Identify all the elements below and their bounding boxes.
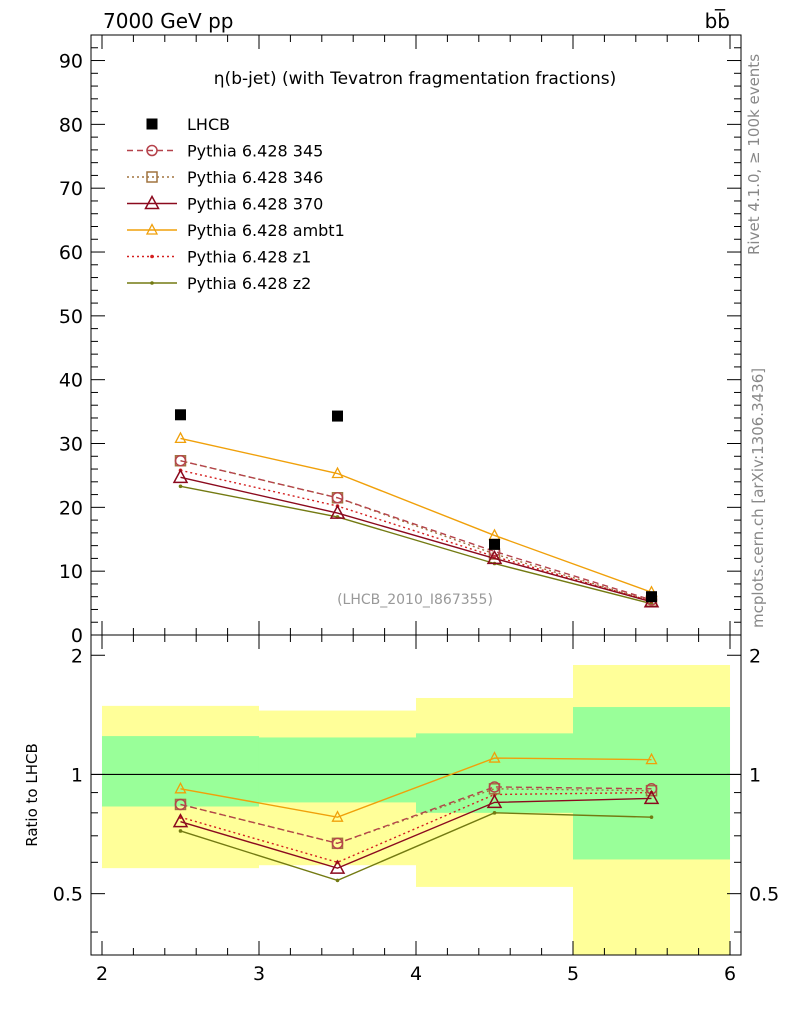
ratio-y-tick-label-left: 2 <box>71 645 83 667</box>
series-line <box>180 460 652 601</box>
main-y-tick-label: 50 <box>59 306 83 328</box>
data-point <box>486 549 503 565</box>
legend: LHCB Pythia 6.428 345 Pythia 6.428 346 Pyth… <box>127 115 345 293</box>
legend-label: Pythia 6.428 z1 <box>187 248 311 267</box>
ratio-data-point <box>329 859 346 874</box>
data-point <box>489 538 501 550</box>
ratio-series-line <box>180 791 652 864</box>
ratio-series-line <box>180 757 652 818</box>
series-line <box>180 476 652 603</box>
ratio-series-line <box>180 812 652 882</box>
legend-label: LHCB <box>187 115 230 134</box>
legend-marker <box>144 194 160 210</box>
ratio-y-tick-label-left: 1 <box>71 764 83 786</box>
ratio-data-point <box>172 813 189 828</box>
main-y-tick-label: 90 <box>59 51 83 73</box>
data-point <box>329 504 346 519</box>
data-point <box>331 410 343 422</box>
ratio-data-point <box>488 781 501 793</box>
ratio-y-tick-label-right: 0.5 <box>749 884 779 906</box>
main-plot-panel: 0 10 20 30 40 50 60 70 80 90 η(b-jet) (with Tevat… <box>59 34 742 647</box>
ratio-y-tick-label-right: 2 <box>749 645 761 667</box>
mcplots-label: mcplots.cern.ch [arXiv:1306.3436] <box>749 368 767 628</box>
analysis-id-label: (LHCB_2010_I867355) <box>337 592 493 608</box>
legend-marker <box>150 281 154 285</box>
data-point <box>331 492 344 504</box>
ratio-data-point <box>488 751 501 763</box>
data-point <box>178 484 183 489</box>
ratio-data-point <box>174 798 187 811</box>
ratio-data-point <box>178 829 183 833</box>
legend-label: Pythia 6.428 370 <box>187 195 323 214</box>
legend-marker <box>146 171 158 183</box>
ratio-band-inner <box>416 733 574 813</box>
data-point <box>646 591 658 603</box>
ratio-data-point <box>335 878 340 883</box>
ratio-data-point <box>645 752 658 765</box>
data-point <box>174 431 187 444</box>
legend-label: Pythia 6.428 345 <box>187 142 323 161</box>
ratio-data-point <box>486 793 503 809</box>
main-y-tick-label: 40 <box>59 370 83 392</box>
series-line <box>180 485 652 605</box>
data-point <box>174 454 187 467</box>
main-y-tick-label: 0 <box>71 625 83 647</box>
rivet-version-label: Rivet 4.1.0, ≥ 100k events <box>745 54 763 255</box>
main-y-tick-label: 60 <box>59 242 83 264</box>
x-tick-label: 6 <box>724 963 736 985</box>
main-y-tick-label: 30 <box>59 434 83 456</box>
series-line <box>180 437 652 593</box>
ratio-data-point <box>645 783 658 795</box>
ratio-series-line <box>180 797 652 869</box>
data-point <box>172 468 189 484</box>
ratio-y-axis-label: Ratio to LHCB <box>23 743 41 847</box>
main-y-tick-label: 20 <box>59 497 83 519</box>
series-line <box>180 469 652 602</box>
main-plot-title: η(b-jet) (with Tevatron fragmentation fr… <box>214 69 616 89</box>
ratio-data-point <box>492 811 497 815</box>
ratio-band-inner <box>101 736 259 807</box>
x-tick-label: 5 <box>567 963 579 985</box>
series-line <box>180 460 652 602</box>
ratio-data-point <box>331 810 344 822</box>
ratio-band-inner <box>258 737 416 803</box>
ratio-y-tick-label-left: 0.5 <box>53 884 83 906</box>
ratio-y-tick-label-right: 1 <box>749 764 761 786</box>
main-y-tick-label: 70 <box>59 178 83 200</box>
legend-label: Pythia 6.428 ambt1 <box>187 221 345 240</box>
ratio-plot-panel: 0.5 0.5 1 1 2 2 2 3 4 5 6 Ratio to LHCB <box>23 634 779 985</box>
header-process-label: bb̅ <box>705 8 730 33</box>
x-tick-label: 4 <box>410 963 422 985</box>
legend-marker <box>145 223 159 235</box>
data-point <box>174 409 186 421</box>
x-tick-label: 3 <box>253 963 265 985</box>
x-tick-label: 2 <box>96 963 108 985</box>
ratio-data-point <box>643 789 660 805</box>
legend-marker <box>150 254 154 259</box>
ratio-data-point <box>331 837 344 850</box>
ratio-series-line <box>180 786 652 845</box>
legend-marker <box>146 118 158 130</box>
ratio-data-point <box>174 781 187 794</box>
legend-label: Pythia 6.428 z2 <box>187 274 311 293</box>
legend-marker <box>146 144 158 157</box>
header-energy-label: 7000 GeV pp <box>103 9 234 33</box>
ratio-data-point <box>649 815 654 819</box>
data-point <box>331 466 344 479</box>
main-y-tick-label: 10 <box>59 561 83 583</box>
main-y-tick-label: 80 <box>59 114 83 136</box>
legend-label: Pythia 6.428 346 <box>187 168 323 187</box>
